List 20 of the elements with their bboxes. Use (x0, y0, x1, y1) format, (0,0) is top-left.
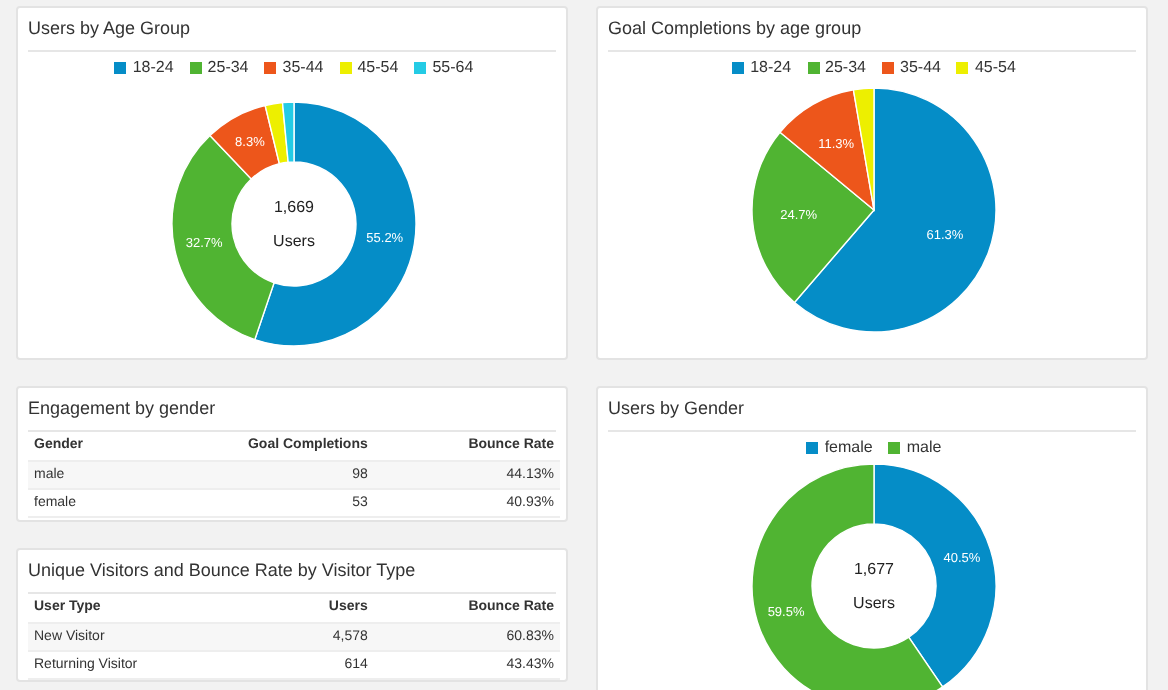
legend-label: male (906, 438, 942, 456)
text: Unique Visitors and Bounce Rate by Visitor Type (28, 550, 556, 594)
legend-label: 45-54 (357, 58, 399, 76)
legend-label: 18-24 (132, 58, 174, 76)
chart-title: Users by Gender (608, 388, 1136, 432)
text: 1,677 (853, 560, 895, 578)
text: 1,669 (271, 198, 317, 216)
legend-label: 35-44 (282, 58, 324, 76)
legend-label: 45-54 (974, 58, 1016, 76)
legend-label: 25-34 (825, 58, 866, 76)
chart-title: Users by Age Group (28, 8, 556, 52)
legend-label: 35-44 (900, 58, 941, 76)
legend-label: 18-24 (750, 58, 792, 76)
chart-title: Goal Completions by age group (608, 8, 1136, 52)
text: Users (273, 232, 315, 250)
text: Engagement by gender (28, 388, 556, 432)
legend-label: female (824, 438, 873, 456)
legend-label: 25-34 (207, 58, 249, 76)
text: Users (853, 594, 895, 612)
legend-label: 55-64 (432, 58, 474, 76)
